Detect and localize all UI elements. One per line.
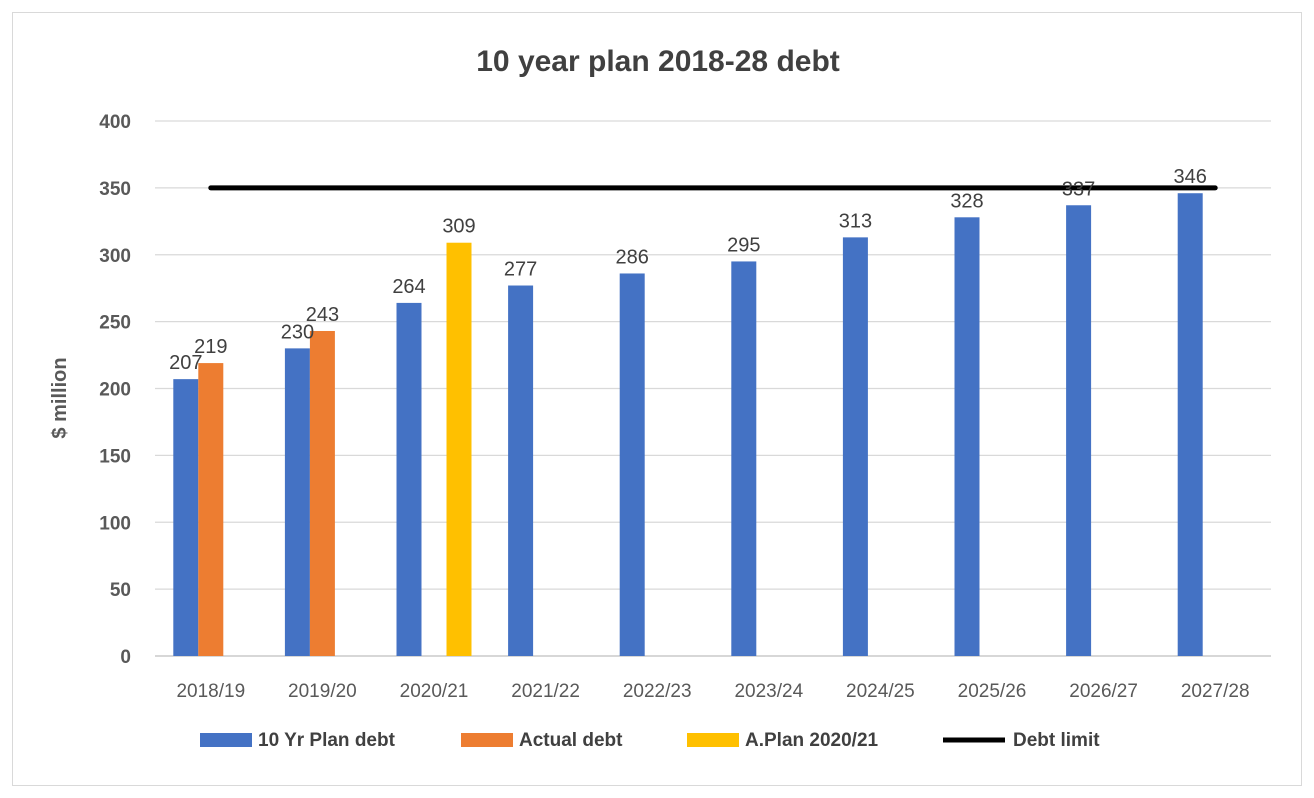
x-tick-label: 2022/23 bbox=[623, 681, 692, 702]
bar-10-yr-plan-debt bbox=[508, 285, 534, 656]
legend-swatch bbox=[687, 733, 739, 747]
legend-label: 10 Yr Plan debt bbox=[258, 730, 396, 751]
x-tick-label: 2023/24 bbox=[734, 681, 803, 702]
bar-10-yr-plan-debt bbox=[1066, 205, 1092, 656]
data-label: 243 bbox=[306, 304, 339, 326]
data-label: 346 bbox=[1174, 166, 1207, 188]
y-tick-label: 250 bbox=[99, 313, 131, 334]
data-label: 295 bbox=[727, 234, 760, 256]
axis-ticks: 0 50 100 150 200 250 300 350 400 2018/19 2019/20 20… bbox=[99, 112, 1249, 702]
legend-swatch bbox=[200, 733, 252, 747]
y-tick-label: 350 bbox=[99, 179, 131, 200]
data-label: 207 bbox=[169, 352, 202, 374]
x-tick-label: 2021/22 bbox=[511, 681, 580, 702]
x-tick-label: 2020/21 bbox=[400, 681, 469, 702]
data-label: 277 bbox=[504, 259, 537, 281]
bar-10-yr-plan-debt bbox=[396, 302, 422, 656]
chart-frame: 10 year plan 2018-28 debt $ million 207 2… bbox=[12, 12, 1302, 786]
x-tick-label: 2025/26 bbox=[958, 681, 1027, 702]
data-label: 286 bbox=[616, 246, 649, 268]
legend-swatch bbox=[461, 733, 513, 747]
bar-a-plan-2020-21 bbox=[446, 242, 472, 656]
data-label: 313 bbox=[839, 210, 872, 232]
bars bbox=[173, 193, 1203, 657]
bar-10-yr-plan-debt bbox=[954, 217, 980, 657]
y-tick-label: 50 bbox=[110, 580, 131, 601]
data-label: 337 bbox=[1062, 178, 1095, 200]
bar-10-yr-plan-debt bbox=[842, 237, 868, 657]
legend: 10 Yr Plan debt Actual debt A.Plan 2020/21… bbox=[200, 730, 1100, 751]
data-label: 264 bbox=[392, 276, 425, 298]
bar-10-yr-plan-debt bbox=[731, 261, 757, 656]
y-tick-label: 300 bbox=[99, 246, 131, 267]
bar-10-yr-plan-debt bbox=[619, 273, 645, 656]
y-axis-label: $ million bbox=[49, 357, 71, 438]
bar-10-yr-plan-debt bbox=[173, 379, 199, 656]
legend-label: Debt limit bbox=[1013, 730, 1100, 751]
x-tick-label: 2019/20 bbox=[288, 681, 357, 702]
y-tick-label: 0 bbox=[120, 647, 131, 668]
data-label: 219 bbox=[194, 336, 227, 358]
x-tick-label: 2024/25 bbox=[846, 681, 915, 702]
y-tick-label: 200 bbox=[99, 380, 131, 401]
bar-10-yr-plan-debt bbox=[1177, 193, 1203, 656]
y-tick-label: 400 bbox=[99, 112, 131, 133]
chart-title: 10 year plan 2018-28 debt bbox=[476, 45, 840, 78]
chart-canvas: 10 year plan 2018-28 debt $ million 2072… bbox=[49, 45, 1271, 751]
data-label: 230 bbox=[281, 321, 314, 343]
data-label: 309 bbox=[442, 216, 475, 238]
x-tick-label: 2026/27 bbox=[1069, 681, 1138, 702]
y-tick-label: 150 bbox=[99, 446, 131, 467]
y-tick-label: 100 bbox=[99, 513, 131, 534]
bar-actual-debt bbox=[198, 363, 224, 656]
gridlines bbox=[155, 120, 1271, 657]
data-label: 328 bbox=[950, 190, 983, 212]
legend-label: Actual debt bbox=[519, 730, 623, 751]
x-tick-label: 2018/19 bbox=[176, 681, 245, 702]
x-tick-label: 2027/28 bbox=[1181, 681, 1250, 702]
legend-label: A.Plan 2020/21 bbox=[745, 730, 879, 751]
bar-actual-debt bbox=[309, 330, 335, 656]
bar-10-yr-plan-debt bbox=[284, 348, 310, 656]
